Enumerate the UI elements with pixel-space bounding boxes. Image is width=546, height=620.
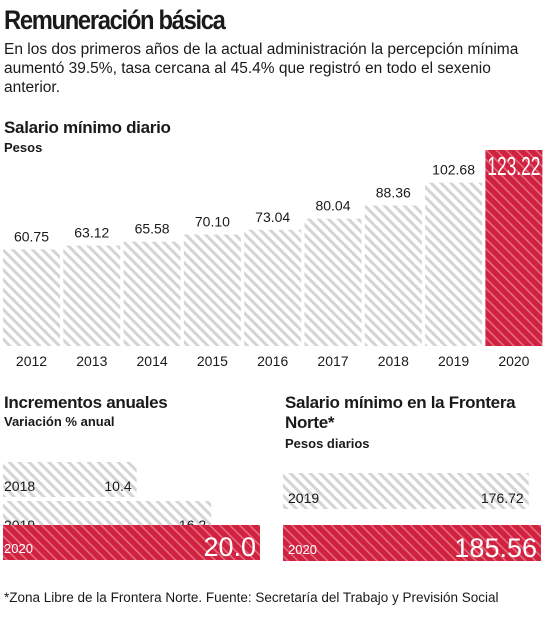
tick-label-2017: 2017 — [317, 353, 348, 369]
bar-label-2020: 185.56 — [454, 533, 537, 563]
tick-label-2014: 2014 — [137, 353, 168, 369]
bar-2013 — [63, 245, 121, 346]
daily-wage-bar-chart: 60.75 2012 63.12 2013 65.58 2014 70.10 2015 73.0… — [3, 150, 543, 369]
tick-label-2013: 2013 — [76, 353, 107, 369]
bar-2016 — [244, 229, 302, 346]
bar-label-2018: 10.4 — [104, 478, 131, 494]
category-label-2020: 2020 — [4, 541, 33, 556]
bar-label-2012: 60.75 — [14, 228, 49, 244]
chart-title-daily-wage: Salario mínimo diario — [4, 118, 171, 137]
bar-label-2017: 80.04 — [315, 198, 350, 214]
border-wage-bar-chart: 2019 176.72 2020 185.56 — [283, 473, 541, 563]
bar-label-2013: 63.12 — [74, 225, 109, 241]
tick-label-2018: 2018 — [378, 353, 409, 369]
category-label-2020: 2020 — [288, 542, 317, 557]
bar-label-2020: 123.22 — [487, 151, 540, 181]
bar-label-2018: 88.36 — [376, 184, 411, 200]
category-label-2018: 2018 — [4, 478, 35, 494]
bar-label-2014: 65.58 — [135, 221, 170, 237]
bar-label-2015: 70.10 — [195, 213, 230, 229]
tick-label-2020: 2020 — [498, 353, 529, 369]
page-title: Remuneración básica — [4, 5, 226, 35]
page-subtitle: En los dos primeros años de la actual ad… — [4, 41, 519, 96]
bar-2018 — [3, 462, 137, 497]
bar-2017 — [304, 218, 362, 346]
chart-unit-border-wage: Pesos diarios — [285, 436, 370, 451]
footnote: *Zona Libre de la Frontera Norte. Fuente… — [4, 590, 499, 605]
bar-label-2019: 102.68 — [432, 162, 475, 178]
bar-2018 — [364, 205, 422, 346]
bar-label-2019: 176.72 — [481, 490, 524, 506]
bar-2019 — [283, 473, 529, 509]
chart-unit-annual-increments: Variación % anual — [4, 414, 115, 429]
bar-label-2020: 20.0 — [203, 532, 256, 562]
bar-label-2016: 73.04 — [255, 209, 290, 225]
tick-label-2016: 2016 — [257, 353, 288, 369]
category-label-2019: 2019 — [288, 490, 319, 506]
chart-title-annual-increments: Incrementos anuales — [4, 393, 168, 412]
bar-2014 — [123, 241, 181, 346]
tick-label-2019: 2019 — [438, 353, 469, 369]
tick-label-2012: 2012 — [16, 353, 47, 369]
chart-title-border-wage: Salario mínimo en la Frontera Norte* — [285, 393, 516, 432]
bar-2020 — [283, 525, 541, 561]
bar-2020 — [485, 150, 543, 346]
bar-2020 — [3, 525, 260, 560]
bar-2019 — [425, 182, 483, 346]
bar-2012 — [3, 249, 60, 346]
chart-unit-daily-wage: Pesos — [4, 140, 43, 155]
tick-label-2015: 2015 — [197, 353, 228, 369]
bar-2015 — [183, 234, 241, 346]
